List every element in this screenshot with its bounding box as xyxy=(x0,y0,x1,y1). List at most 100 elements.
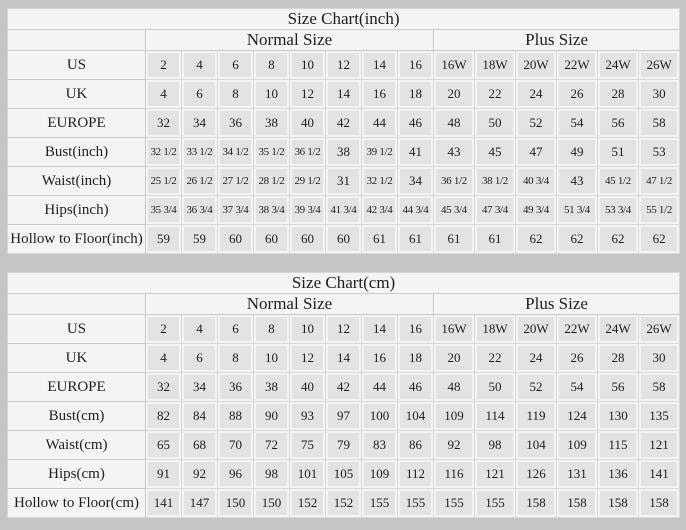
data-cell: 59 xyxy=(181,224,218,254)
table-row: US 2 4 6 8 10 12 14 16 16W 18W 20W 22W 24W 26W xyxy=(7,314,681,344)
data-cell: 36 1/2 xyxy=(289,137,326,167)
data-cell: 114 xyxy=(474,401,516,431)
data-cell: 8 xyxy=(253,314,290,344)
data-cell: 22 xyxy=(474,343,516,373)
data-cell: 16W xyxy=(433,314,475,344)
data-cell: 6 xyxy=(181,343,218,373)
data-cell: 25 1/2 xyxy=(145,166,182,196)
data-cell: 20 xyxy=(433,343,475,373)
data-cell: 155 xyxy=(474,488,516,518)
row-label: Waist(cm) xyxy=(7,430,146,460)
corner-cell xyxy=(7,293,146,315)
data-cell: 27 1/2 xyxy=(217,166,254,196)
row-label: Hollow to Floor(cm) xyxy=(7,488,146,518)
data-cell: 12 xyxy=(325,50,362,80)
data-cell: 61 xyxy=(474,224,516,254)
data-cell: 53 3/4 xyxy=(597,195,639,225)
data-cell: 4 xyxy=(145,79,182,109)
data-cell: 18W xyxy=(474,50,516,80)
data-cell: 56 xyxy=(597,108,639,138)
data-cell: 39 3/4 xyxy=(289,195,326,225)
data-cell: 93 xyxy=(289,401,326,431)
data-cell: 4 xyxy=(181,314,218,344)
data-cell: 158 xyxy=(515,488,557,518)
data-cell: 49 xyxy=(556,137,598,167)
row-label: Waist(inch) xyxy=(7,166,146,196)
table-row: UK 4 6 8 10 12 14 16 18 20 22 24 26 28 30 xyxy=(7,343,681,373)
data-cell: 42 xyxy=(325,108,362,138)
data-cell: 38 xyxy=(253,108,290,138)
data-cell: 54 xyxy=(556,372,598,402)
data-cell: 36 3/4 xyxy=(181,195,218,225)
data-cell: 10 xyxy=(289,314,326,344)
data-cell: 41 xyxy=(397,137,434,167)
data-cell: 26 xyxy=(556,79,598,109)
data-cell: 22W xyxy=(556,50,598,80)
data-cell: 34 xyxy=(181,372,218,402)
plus-size-header: Plus Size xyxy=(432,293,680,315)
row-label: Bust(cm) xyxy=(7,401,146,431)
data-cell: 40 xyxy=(289,108,326,138)
size-chart-cm-table: Size Chart(cm) Normal Size Plus Size US 2… xyxy=(7,272,681,518)
data-cell: 60 xyxy=(325,224,362,254)
data-cell: 28 xyxy=(597,79,639,109)
data-cell: 158 xyxy=(637,488,681,518)
data-cell: 16 xyxy=(397,314,434,344)
data-cell: 12 xyxy=(289,79,326,109)
data-cell: 104 xyxy=(515,430,557,460)
data-cell: 34 xyxy=(397,166,434,196)
data-cell: 43 xyxy=(556,166,598,196)
data-cell: 92 xyxy=(181,459,218,489)
data-cell: 34 xyxy=(181,108,218,138)
data-cell: 60 xyxy=(217,224,254,254)
data-cell: 47 3/4 xyxy=(474,195,516,225)
data-cell: 58 xyxy=(637,108,681,138)
data-cell: 45 1/2 xyxy=(597,166,639,196)
data-cell: 109 xyxy=(361,459,398,489)
data-cell: 16W xyxy=(433,50,475,80)
data-cell: 44 xyxy=(361,372,398,402)
column-group-row: Normal Size Plus Size xyxy=(7,29,680,51)
table-row: EUROPE 32 34 36 38 40 42 44 46 48 50 52 54 56 58 xyxy=(7,108,681,138)
data-cell: 6 xyxy=(181,79,218,109)
data-cell: 2 xyxy=(145,314,182,344)
data-cell: 40 3/4 xyxy=(515,166,557,196)
column-group-row: Normal Size Plus Size xyxy=(7,293,680,315)
data-cell: 61 xyxy=(397,224,434,254)
title-row: Size Chart(cm) xyxy=(7,272,680,294)
data-cell: 10 xyxy=(289,50,326,80)
row-label: Hips(cm) xyxy=(7,459,146,489)
data-cell: 49 3/4 xyxy=(515,195,557,225)
data-cell: 91 xyxy=(145,459,182,489)
data-cell: 4 xyxy=(145,343,182,373)
table-row: Bust(inch) 32 1/2 33 1/2 34 1/2 35 1/2 36 1/2… xyxy=(7,137,681,167)
data-cell: 150 xyxy=(217,488,254,518)
data-cell: 43 xyxy=(433,137,475,167)
data-cell: 22W xyxy=(556,314,598,344)
data-cell: 36 xyxy=(217,372,254,402)
data-cell: 48 xyxy=(433,372,475,402)
table-row: UK 4 6 8 10 12 14 16 18 20 22 24 26 28 30 xyxy=(7,79,681,109)
data-cell: 31 xyxy=(325,166,362,196)
data-cell: 36 xyxy=(217,108,254,138)
data-cell: 52 xyxy=(515,372,557,402)
table-row: US 2 4 6 8 10 12 14 16 16W 18W 20W 22W 24W 26W xyxy=(7,50,681,80)
data-cell: 24 xyxy=(515,343,557,373)
data-cell: 72 xyxy=(253,430,290,460)
data-cell: 98 xyxy=(474,430,516,460)
data-cell: 29 1/2 xyxy=(289,166,326,196)
table-title: Size Chart(inch) xyxy=(7,8,680,30)
data-cell: 82 xyxy=(145,401,182,431)
table-inch-body: US 2 4 6 8 10 12 14 16 16W 18W 20W 22W 24W 26W UK 4 6 8 10 1… xyxy=(7,50,681,254)
data-cell: 12 xyxy=(289,343,326,373)
table-row: Hips(cm) 91 92 96 98 101 105 109 112 116 121 126 131… xyxy=(7,459,681,489)
data-cell: 48 xyxy=(433,108,475,138)
data-cell: 45 3/4 xyxy=(433,195,475,225)
data-cell: 26 1/2 xyxy=(181,166,218,196)
data-cell: 44 3/4 xyxy=(397,195,434,225)
data-cell: 121 xyxy=(637,430,681,460)
data-cell: 24W xyxy=(597,314,639,344)
data-cell: 121 xyxy=(474,459,516,489)
data-cell: 28 xyxy=(597,343,639,373)
